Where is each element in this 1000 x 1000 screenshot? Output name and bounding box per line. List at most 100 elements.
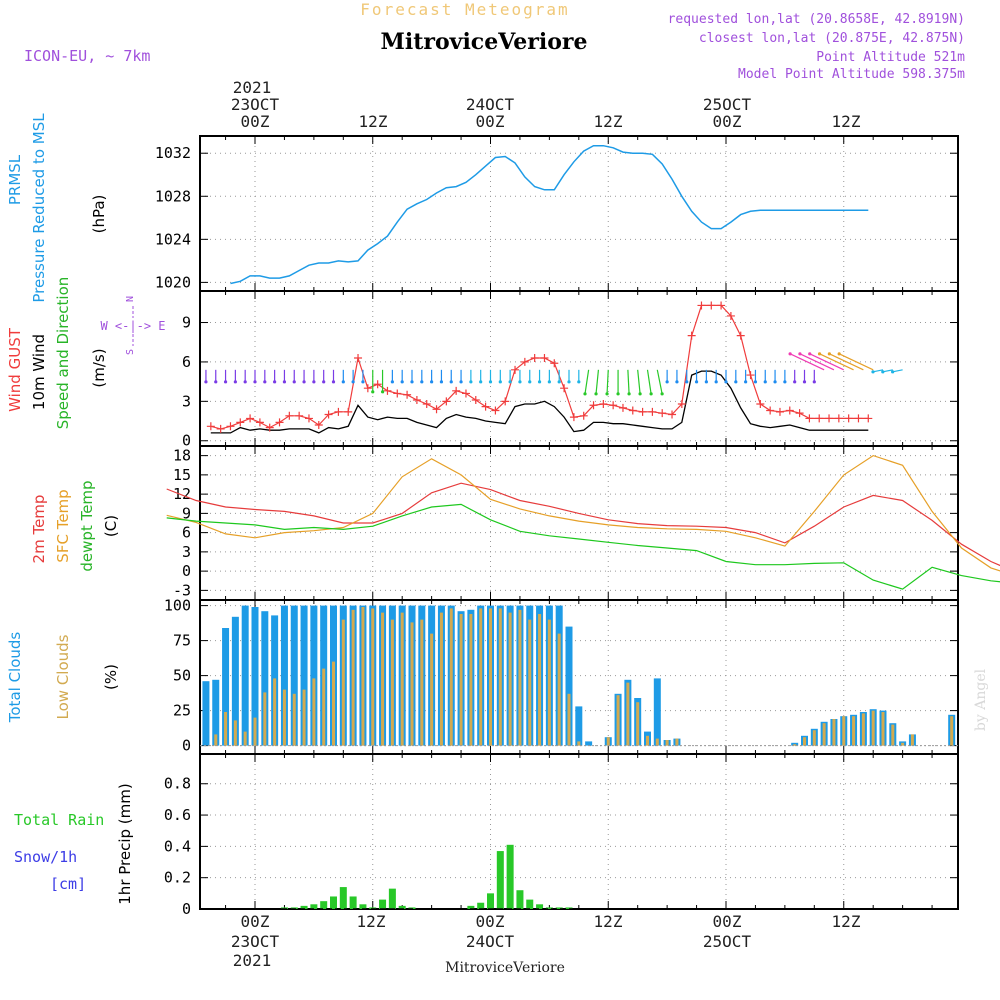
low-cloud-bar — [950, 716, 954, 746]
gust-marker — [363, 384, 372, 393]
low-cloud-bar — [626, 682, 630, 746]
wind-arrow-head — [253, 380, 257, 384]
top-hour-label-4: 12Z — [594, 112, 623, 131]
precip-bar — [496, 851, 504, 909]
y-tick-label: 100 — [164, 597, 191, 615]
wind-arrow-head — [380, 390, 385, 394]
top-hour-label-3: 00Z — [476, 112, 505, 131]
wind-arrow-head — [798, 352, 802, 356]
credit-label: by Angel — [973, 668, 989, 731]
low-cloud-bar — [636, 702, 640, 746]
wind-speed-line — [210, 370, 869, 434]
gust-marker — [589, 401, 598, 410]
y-tick-label: 15 — [173, 466, 191, 484]
precip-bar — [300, 905, 308, 909]
gust-marker — [628, 406, 637, 415]
y-tick-label: 3 — [182, 392, 191, 410]
wind-arrow-head — [439, 380, 444, 384]
gust-marker — [618, 403, 627, 412]
low-cloud-bar — [253, 717, 257, 746]
gust-marker — [795, 409, 804, 418]
gust-marker — [520, 357, 529, 366]
precip-bar — [536, 904, 544, 909]
bottom-hour-label-3: 00Z — [476, 912, 505, 931]
wind-direction-arrow — [627, 369, 630, 394]
model-altitude: Model Point Altitude 598.375m — [738, 67, 965, 82]
low-cloud-bar — [390, 619, 394, 746]
low-cloud-bar — [577, 741, 581, 746]
low-cloud-bar — [901, 742, 905, 746]
low-cloud-bar — [351, 609, 355, 746]
top-day-label-1: 23OCT — [231, 95, 280, 114]
panel-frame — [199, 753, 959, 910]
gust-marker — [815, 414, 824, 423]
precip-bar — [555, 907, 563, 909]
wind-arrow-head — [783, 380, 787, 384]
gust-marker — [314, 420, 323, 429]
dewpt-label: dewpt Temp — [78, 480, 96, 571]
total-rain-label: Total Rain — [14, 811, 104, 829]
gust-marker — [432, 405, 441, 414]
wind-arrow-head — [802, 380, 807, 384]
wind-arrow-head — [214, 380, 218, 384]
wind-direction-arrow — [606, 369, 609, 394]
bottom-hour-label-4: 12Z — [594, 912, 623, 931]
wind-arrow-head — [233, 380, 237, 384]
precip-bar — [320, 901, 328, 909]
wind-arrow-head — [808, 352, 812, 356]
low-cloud-bar — [400, 612, 404, 746]
precip-bar — [516, 890, 524, 909]
precip-bar — [369, 907, 377, 909]
wind-arrow-head — [694, 380, 699, 384]
y-tick-label: 6 — [182, 353, 191, 371]
precip-bar — [506, 844, 514, 909]
y-tick-label: 1028 — [155, 187, 191, 205]
gust-marker — [246, 414, 255, 423]
total-cloud-bar — [251, 607, 259, 746]
precip-bar — [388, 888, 396, 909]
gust-marker — [834, 414, 843, 423]
low-cloud-bar — [881, 712, 885, 746]
precip-bar — [280, 907, 288, 909]
gust-marker — [707, 301, 716, 310]
wind-arrow-head — [577, 380, 581, 384]
low-cloud-bar — [214, 734, 218, 746]
total-cloud-bar — [565, 626, 573, 746]
wind-arrow-head — [827, 352, 831, 356]
precip-bar — [408, 907, 416, 909]
wind-arrow-head — [361, 380, 365, 384]
gust-marker — [275, 418, 284, 427]
wind-arrow-head — [793, 380, 797, 384]
gust-marker — [609, 401, 618, 410]
y-tick-label: 0.2 — [164, 869, 191, 887]
low-cloud-bar — [606, 737, 610, 746]
wind-gust-line — [210, 304, 869, 430]
low-cloud-bar — [312, 678, 316, 746]
wind-arrow-head — [498, 380, 502, 384]
gust-marker — [560, 384, 569, 393]
clouds-unit-label: (%) — [102, 664, 120, 690]
gust-marker — [854, 414, 863, 423]
gust-marker — [540, 353, 549, 362]
gust-marker — [206, 422, 215, 431]
product-title: Forecast Meteogram — [360, 0, 569, 19]
wind-direction-arrow — [829, 353, 864, 371]
wind-direction-arrow — [838, 353, 874, 371]
wind-direction-arrow — [584, 369, 590, 394]
wind-arrow-head — [616, 392, 620, 396]
low-cloud-bar — [233, 720, 237, 746]
wind-arrow-head — [518, 380, 522, 384]
y-tick-label: -3 — [173, 581, 191, 599]
wind-direction-arrow — [789, 353, 825, 371]
wind-arrow-head — [508, 380, 512, 384]
prmsl-desc-label: Pressure Reduced to MSL — [30, 113, 48, 303]
precip-unit-label: 1hr Precip (mm) — [116, 783, 134, 904]
gust-marker — [775, 407, 784, 416]
low-cloud-bar — [538, 614, 542, 746]
low-cloud-bar — [665, 740, 669, 746]
gust-marker — [825, 414, 834, 423]
bottom-hour-label-6: 12Z — [832, 912, 861, 931]
wind-arrow-head — [817, 352, 822, 356]
sfc-temp-line — [166, 454, 1000, 572]
wind-direction-arrow — [809, 353, 845, 371]
